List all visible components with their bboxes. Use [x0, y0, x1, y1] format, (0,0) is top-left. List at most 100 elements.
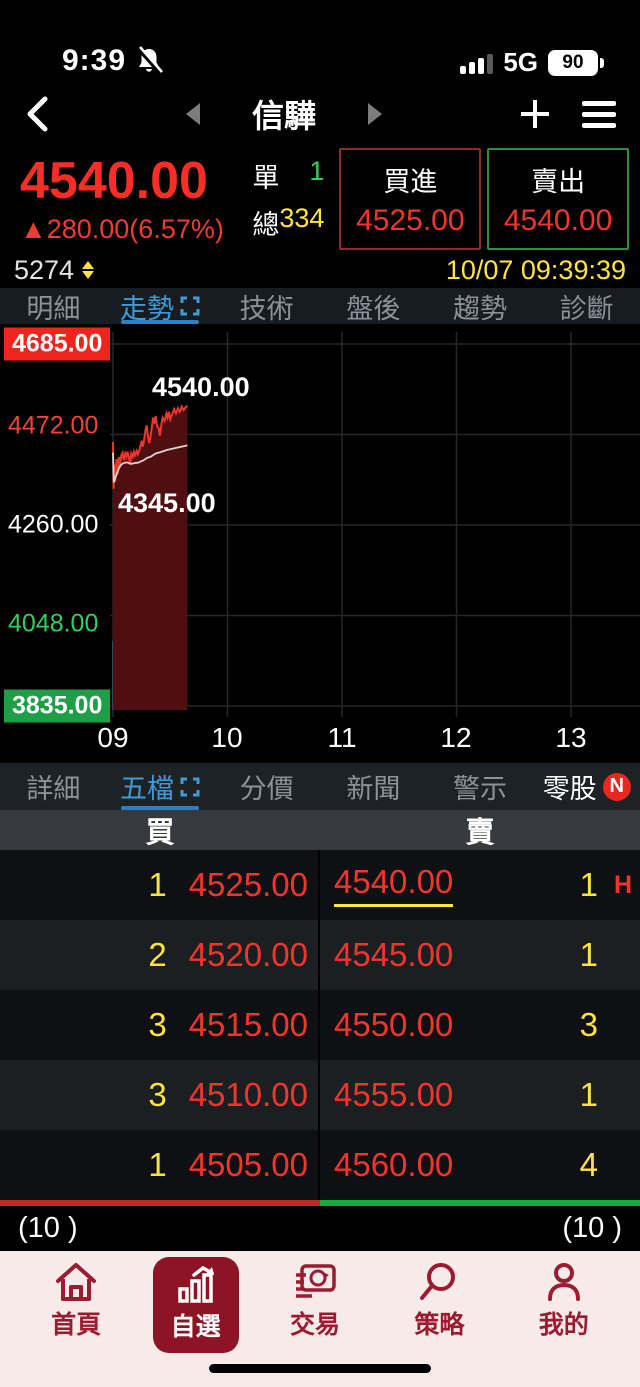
buy-price: 4520.00 [188, 936, 308, 973]
top-nav: 信驊 [0, 86, 640, 142]
unit-value: 1 [309, 156, 325, 186]
buy-qty: 3 [148, 1076, 167, 1113]
orderbook-row[interactable]: 3 4515.00 4550.00 3 [0, 990, 640, 1060]
buy-qty: 2 [148, 936, 167, 973]
sell-column-header: 賣 [465, 817, 495, 849]
buy-total: (10 ) [18, 1212, 78, 1244]
orderbook-totals: (10 ) (10 ) [0, 1206, 640, 1251]
signal-strength-icon [460, 52, 494, 74]
tab-alerts[interactable]: 警示 [453, 774, 508, 804]
expand-icon [180, 296, 200, 316]
tab-news[interactable]: 新聞 [346, 774, 401, 804]
tab-afterhours[interactable]: 盤後 [346, 293, 401, 324]
watchlist-chart-icon [177, 1265, 214, 1303]
updown-arrows-icon[interactable] [82, 261, 95, 279]
sell-price: 4560.00 [334, 1146, 454, 1183]
ylabel-limit-up: 4685.00 [4, 327, 111, 361]
trend-plot: 4540.00 4345.00 [110, 332, 640, 717]
home-icon [56, 1263, 97, 1301]
buy-price: 4505.00 [188, 1146, 308, 1183]
high-flag: H [613, 870, 632, 899]
trade-icon [295, 1264, 336, 1298]
tab-price-volume[interactable]: 分價 [239, 774, 294, 804]
orderbook-row[interactable]: 3 4510.00 4555.00 1 [0, 1060, 640, 1130]
buy-qty: 1 [148, 866, 167, 903]
tab-tendency[interactable]: 趨勢 [453, 293, 508, 324]
clock: 9:39 [62, 44, 127, 77]
tab-detail[interactable]: 明細 [26, 293, 81, 324]
xlabel-11: 11 [327, 722, 357, 753]
secondary-tab-bar: 詳細 五檔 分價 新聞 警示 零股 N [0, 762, 640, 810]
ylabel-down: 4048.00 [8, 609, 99, 638]
buy-button-price: 4525.00 [356, 203, 465, 237]
ylabel-flat: 4260.00 [8, 510, 99, 539]
tab-details[interactable]: 詳細 [26, 774, 81, 804]
orderbook-rows: 1 4525.00 4540.00 1 H 2 4520.00 4545.00 … [0, 850, 640, 1200]
quote-panel: 4540.00 ▲280.00(6.57%) 單 1 總 334 買進 4525… [0, 142, 640, 256]
x-axis: 09 10 11 12 13 [97, 718, 640, 762]
back-icon[interactable] [24, 95, 50, 133]
new-badge: N [602, 772, 631, 801]
prev-stock-icon[interactable] [185, 103, 200, 125]
buy-column-header: 買 [145, 817, 175, 849]
nav-watchlist[interactable]: 自選 [152, 1257, 239, 1353]
nav-trade[interactable]: 交易 [267, 1261, 363, 1341]
add-icon[interactable] [518, 97, 552, 131]
sell-button-price: 4540.00 [503, 203, 613, 237]
sell-price-last: 4540.00 [334, 863, 454, 907]
high-annotation: 4540.00 [152, 372, 250, 402]
nav-home[interactable]: 首頁 [28, 1261, 124, 1341]
strategy-search-icon [420, 1263, 456, 1300]
ylabel-up: 4472.00 [8, 411, 99, 440]
info-row: 5274 10/07 09:39:39 [0, 254, 640, 288]
tab-odd-lot[interactable]: 零股 N [533, 763, 640, 810]
quote-datetime: 10/07 09:39:39 [445, 254, 626, 285]
battery-icon: 90 [548, 49, 604, 76]
intraday-chart[interactable]: 4685.00 4472.00 4260.00 4048.00 3835.00 … [0, 324, 640, 762]
tab-trend[interactable]: 走勢 [107, 288, 214, 324]
bell-muted-icon [136, 46, 163, 75]
buy-price: 4510.00 [188, 1076, 308, 1113]
last-price: 4540.00 [20, 151, 208, 210]
sell-button-label: 賣出 [531, 167, 586, 198]
buy-sell-ratio-bar [0, 1200, 640, 1206]
buy-button-label: 買進 [383, 167, 438, 198]
tab-technical[interactable]: 技術 [239, 293, 294, 324]
bottom-nav: 首頁 自選 交易 [0, 1251, 640, 1387]
next-stock-icon[interactable] [368, 103, 382, 125]
sell-qty: 1 [579, 866, 598, 903]
status-bar: 9:39 5G 90 [0, 0, 640, 86]
tab-diagnosis[interactable]: 診斷 [559, 293, 614, 324]
xlabel-10: 10 [211, 722, 243, 753]
orderbook-row[interactable]: 2 4520.00 4545.00 1 [0, 920, 640, 990]
buy-ratio-segment [0, 1200, 320, 1206]
unit-label: 單 [252, 163, 280, 193]
profile-icon [547, 1263, 580, 1301]
orderbook-header: 買 賣 [0, 810, 640, 850]
xlabel-13: 13 [555, 722, 587, 753]
battery-percent: 90 [562, 51, 584, 73]
orderbook-row[interactable]: 1 4525.00 4540.00 1 H [0, 850, 640, 920]
xlabel-09: 09 [97, 722, 129, 753]
total-value: 334 [279, 203, 325, 233]
buy-qty: 1 [148, 1146, 167, 1183]
xlabel-12: 12 [440, 722, 472, 753]
total-label: 總 [252, 210, 280, 240]
nav-strategy[interactable]: 策略 [391, 1261, 487, 1341]
sell-qty: 1 [579, 1076, 598, 1113]
buy-button[interactable]: 買進 4525.00 [339, 148, 482, 250]
sell-qty: 1 [579, 936, 598, 973]
tab-five-levels[interactable]: 五檔 [107, 763, 214, 810]
buy-qty: 3 [148, 1006, 167, 1043]
stock-code: 5274 [14, 254, 75, 285]
orderbook-row[interactable]: 1 4505.00 4560.00 4 [0, 1130, 640, 1200]
sell-button[interactable]: 賣出 4540.00 [487, 148, 629, 250]
home-indicator[interactable] [209, 1364, 431, 1373]
nav-profile[interactable]: 我的 [516, 1261, 612, 1341]
sell-total: (10 ) [562, 1212, 622, 1244]
menu-icon[interactable] [582, 100, 616, 128]
price-change: ▲280.00(6.57%) [20, 214, 224, 245]
primary-tab-bar: 明細 走勢 技術 盤後 趨勢 診斷 [0, 288, 640, 324]
expand-icon [180, 777, 200, 796]
buy-price: 4525.00 [188, 866, 308, 903]
